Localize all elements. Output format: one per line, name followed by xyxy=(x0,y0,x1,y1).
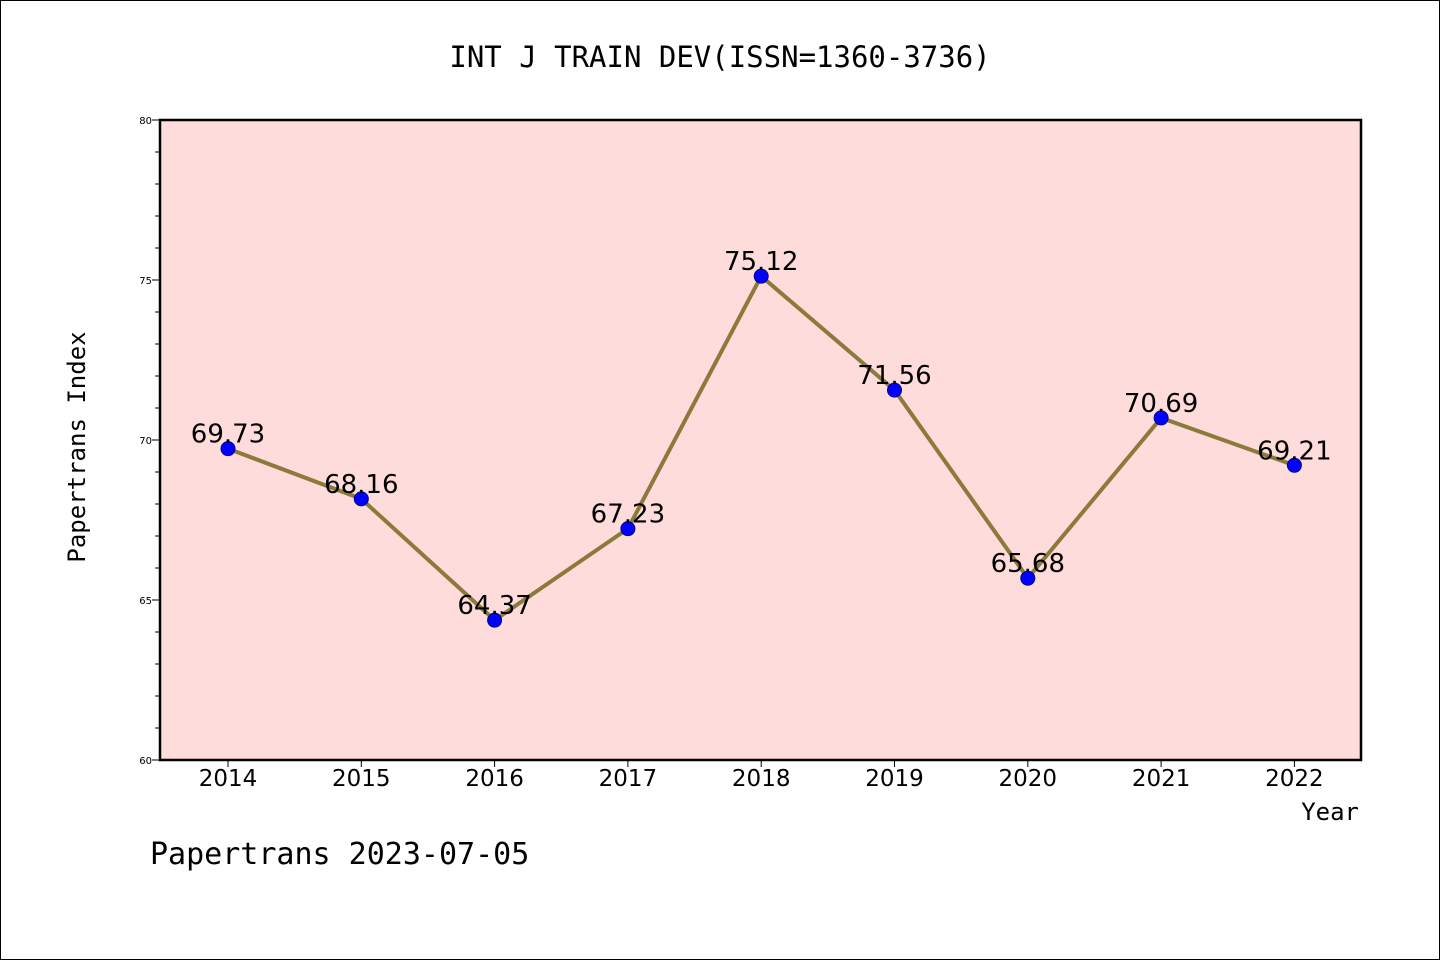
x-axis-label: Year xyxy=(1301,798,1359,826)
chart-title: INT J TRAIN DEV(ISSN=1360-3736) xyxy=(449,40,990,74)
data-point xyxy=(487,612,503,628)
y-axis: 60 65 70 75 80 xyxy=(139,116,160,767)
footer-note: Papertrans 2023-07-05 xyxy=(150,837,529,872)
plot-border xyxy=(158,118,1363,762)
data-series: 69.73 68.16 64.37 67.23 75.12 71.56 65.68 70.69… xyxy=(191,247,1332,628)
y-tick-label: 80 xyxy=(139,116,152,127)
x-tick-label: 2019 xyxy=(865,766,924,792)
x-tick-label: 2022 xyxy=(1265,766,1324,792)
data-point xyxy=(220,441,236,457)
y-tick-label: 65 xyxy=(139,596,152,607)
plot-area xyxy=(160,120,1361,760)
data-point xyxy=(1286,457,1302,473)
data-label: 65.68 xyxy=(991,549,1065,579)
data-point xyxy=(620,521,636,537)
y-tick-label: 75 xyxy=(139,276,152,287)
data-label: 68.16 xyxy=(324,470,398,500)
x-tick-label: 2015 xyxy=(332,766,391,792)
y-tick-label: 70 xyxy=(139,436,152,447)
data-label: 69.73 xyxy=(191,420,265,450)
x-tick-label: 2016 xyxy=(465,766,524,792)
data-point xyxy=(1020,570,1036,586)
data-label: 64.37 xyxy=(457,591,531,621)
y-tick-label: 60 xyxy=(139,756,152,767)
x-tick-label: 2018 xyxy=(732,766,791,792)
x-axis: 2014 2015 2016 2017 2018 2019 2020 2021 2022 xyxy=(199,760,1324,792)
y-axis-label: Papertrans Index xyxy=(63,331,91,562)
data-point xyxy=(1153,410,1169,426)
x-tick-label: 2020 xyxy=(999,766,1058,792)
data-label: 75.12 xyxy=(724,247,798,277)
data-label: 71.56 xyxy=(857,361,931,391)
x-tick-label: 2014 xyxy=(199,766,258,792)
x-tick-label: 2021 xyxy=(1132,766,1191,792)
data-point xyxy=(353,491,369,507)
data-point xyxy=(887,382,902,398)
data-point xyxy=(753,268,769,284)
data-label: 70.69 xyxy=(1124,389,1198,419)
data-label: 69.21 xyxy=(1257,436,1331,466)
data-label: 67.23 xyxy=(591,500,665,530)
x-tick-label: 2017 xyxy=(599,766,658,792)
